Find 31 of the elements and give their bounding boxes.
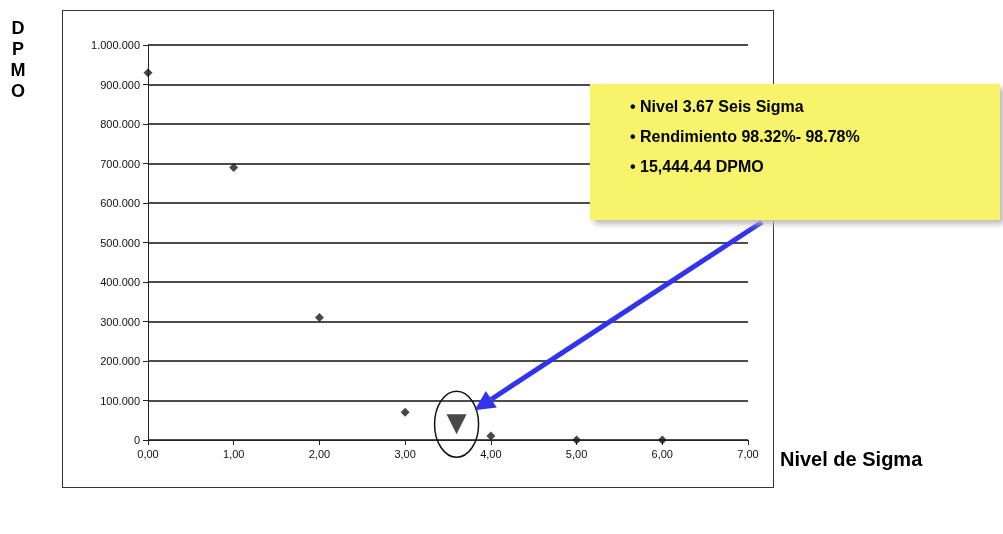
annotation: • Rendimiento 98.32%- 98.78%	[630, 128, 861, 146]
y-tick-label: 700.000	[100, 157, 140, 170]
y-tick-label: 300.000	[100, 315, 140, 328]
point	[572, 435, 582, 445]
annotation: • Nivel 3.67 Seis Sigma	[630, 98, 805, 116]
point	[486, 431, 496, 441]
y-tick-label: 500.000	[100, 236, 140, 249]
y-tick-label: 200.000	[100, 355, 140, 367]
x-tick-label: 7,00	[737, 447, 759, 460]
y-tick-label: 900.000	[100, 78, 140, 91]
x-tick-label: 4,00	[480, 447, 502, 460]
point	[657, 435, 667, 445]
point	[400, 407, 410, 417]
point	[314, 313, 324, 323]
point	[229, 162, 239, 172]
x-tick-label: 6,00	[651, 447, 673, 460]
x-tick-label: 3,00	[394, 447, 416, 460]
point	[143, 68, 153, 78]
y-tick-label: 1.000.000	[91, 39, 140, 51]
x-axis-title: Nivel de Sigma	[780, 448, 923, 471]
x-tick-label: 0,00	[137, 447, 159, 460]
y-tick-label: 0	[133, 434, 140, 446]
y-axis-title: DPMO	[9, 18, 27, 102]
y-tick-label: 100.000	[100, 394, 140, 407]
x-tick-label: 2,00	[308, 447, 331, 460]
annotation: • 15,444.44 DPMO	[630, 158, 765, 176]
y-tick-label: 800.000	[100, 118, 140, 130]
y-tick-label: 600.000	[100, 197, 140, 209]
x-tick-label: 1,00	[223, 447, 245, 460]
y-tick-label: 400.000	[100, 276, 140, 288]
x-tick-label: 5,00	[565, 447, 588, 460]
